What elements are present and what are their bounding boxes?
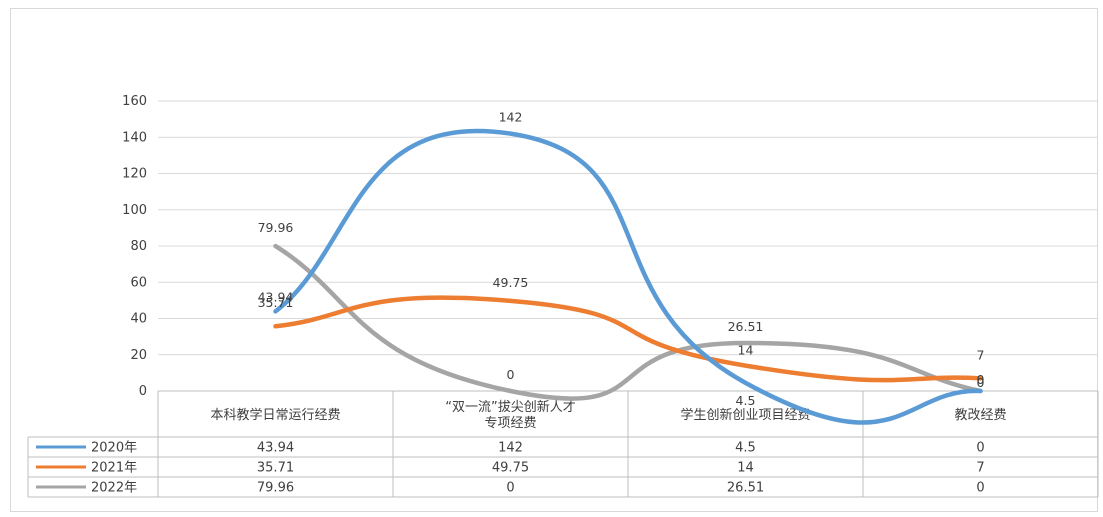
table-cell: 26.51 bbox=[727, 481, 764, 496]
series-line-2020年 bbox=[273, 128, 983, 425]
category-label: 教改经费 bbox=[954, 407, 1006, 423]
series-line-2022年 bbox=[273, 243, 983, 401]
category-label: 学生创新创业项目经费 bbox=[680, 407, 810, 423]
data-label: 142 bbox=[499, 110, 523, 125]
y-tick-label: 100 bbox=[122, 203, 147, 218]
category-label: “双一流”拔尖创新人才 bbox=[445, 399, 575, 415]
table-cell: 4.5 bbox=[735, 441, 756, 456]
legend-label: 2022年 bbox=[91, 481, 137, 496]
table-cell: 7 bbox=[976, 461, 984, 476]
table-cell: 14 bbox=[737, 461, 754, 476]
table-cell: 0 bbox=[506, 481, 514, 496]
data-label: 14 bbox=[738, 343, 754, 358]
data-label: 43.94 bbox=[258, 289, 294, 304]
y-tick-label: 160 bbox=[122, 94, 147, 109]
data-label: 7 bbox=[977, 347, 985, 362]
y-tick-label: 60 bbox=[130, 275, 147, 290]
y-tick-label: 140 bbox=[122, 130, 147, 145]
data-label: 0 bbox=[977, 372, 985, 387]
y-tick-label: 20 bbox=[130, 348, 147, 363]
legend-label: 2021年 bbox=[91, 461, 137, 476]
data-label: 0 bbox=[507, 367, 515, 382]
data-label: 49.75 bbox=[493, 275, 529, 290]
category-label: 专项经费 bbox=[484, 416, 536, 431]
data-label: 4.5 bbox=[736, 393, 756, 408]
table-cell: 43.94 bbox=[257, 441, 294, 456]
table-cell: 0 bbox=[976, 441, 984, 456]
y-tick-label: 80 bbox=[130, 239, 147, 254]
legend-label: 2020年 bbox=[91, 441, 137, 456]
table-cell: 79.96 bbox=[257, 481, 294, 496]
table-cell: 142 bbox=[498, 441, 523, 456]
data-label: 79.96 bbox=[258, 220, 294, 235]
table-cell: 49.75 bbox=[492, 461, 529, 476]
category-label: 本科教学日常运行经费 bbox=[210, 407, 340, 423]
series-line-2021年 bbox=[273, 295, 983, 383]
table-cell: 35.71 bbox=[257, 461, 294, 476]
y-tick-label: 120 bbox=[122, 167, 147, 182]
table-cell: 0 bbox=[976, 481, 984, 496]
y-tick-label: 40 bbox=[130, 312, 147, 327]
data-label: 0 bbox=[977, 375, 985, 390]
data-label: 26.51 bbox=[728, 319, 764, 334]
y-tick-label: 0 bbox=[139, 384, 147, 399]
chart-frame bbox=[10, 8, 1098, 512]
data-label: 35.71 bbox=[258, 295, 294, 310]
